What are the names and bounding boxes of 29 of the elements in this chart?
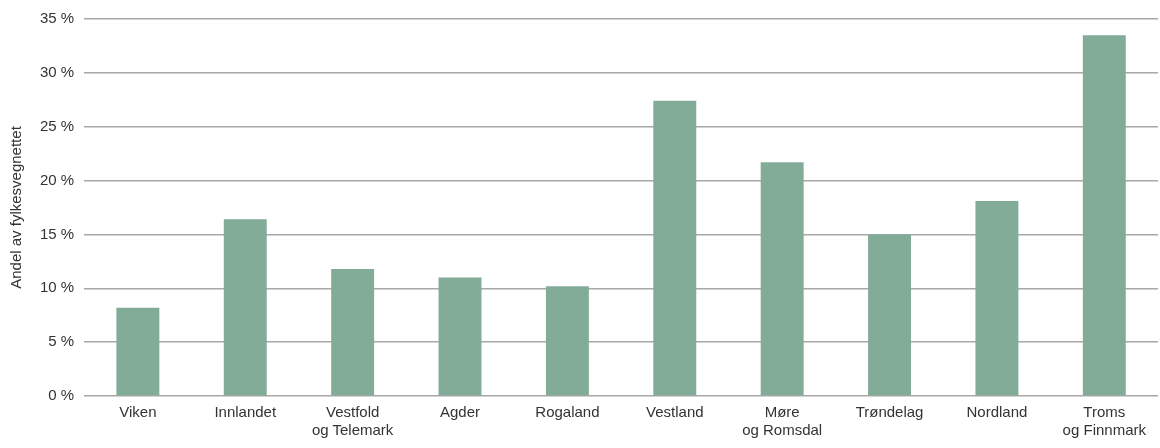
x-tick-label: Nordland <box>966 403 1028 421</box>
x-tick-label: Viken <box>119 403 157 421</box>
x-tick-label: Troms og Finnmark <box>1062 403 1147 439</box>
y-tick-label: 30 % <box>39 63 75 80</box>
bar <box>438 277 482 396</box>
bar <box>545 286 589 396</box>
bar <box>116 307 160 396</box>
y-tick-label: 10 % <box>39 278 75 296</box>
x-tick-label: Vestland <box>646 403 704 421</box>
y-tick-label: 25 % <box>39 116 75 134</box>
bar <box>868 234 912 396</box>
bar <box>760 162 804 396</box>
x-tick-label: Vestfold og Telemark <box>311 403 394 439</box>
x-tick-label: Møre og Romsdal <box>742 403 823 439</box>
y-tick-label: 5 % <box>48 332 75 350</box>
bar <box>975 201 1019 396</box>
bar <box>223 219 267 396</box>
y-axis-title: Andel av fylkesvegnettet <box>7 125 25 289</box>
y-tick-label: 35 % <box>39 9 75 27</box>
bar <box>1082 35 1126 396</box>
y-tick-label: 20 % <box>39 170 75 188</box>
y-tick-label: 15 % <box>39 224 75 242</box>
x-tick-label: Innlandet <box>214 403 277 421</box>
bar <box>331 268 375 396</box>
x-tick-label: Trøndelag <box>855 403 924 421</box>
bar <box>653 100 697 396</box>
y-tick-label: 0 % <box>48 386 75 404</box>
x-tick-label: Rogaland <box>535 403 600 421</box>
x-tick-label: Agder <box>440 403 481 421</box>
